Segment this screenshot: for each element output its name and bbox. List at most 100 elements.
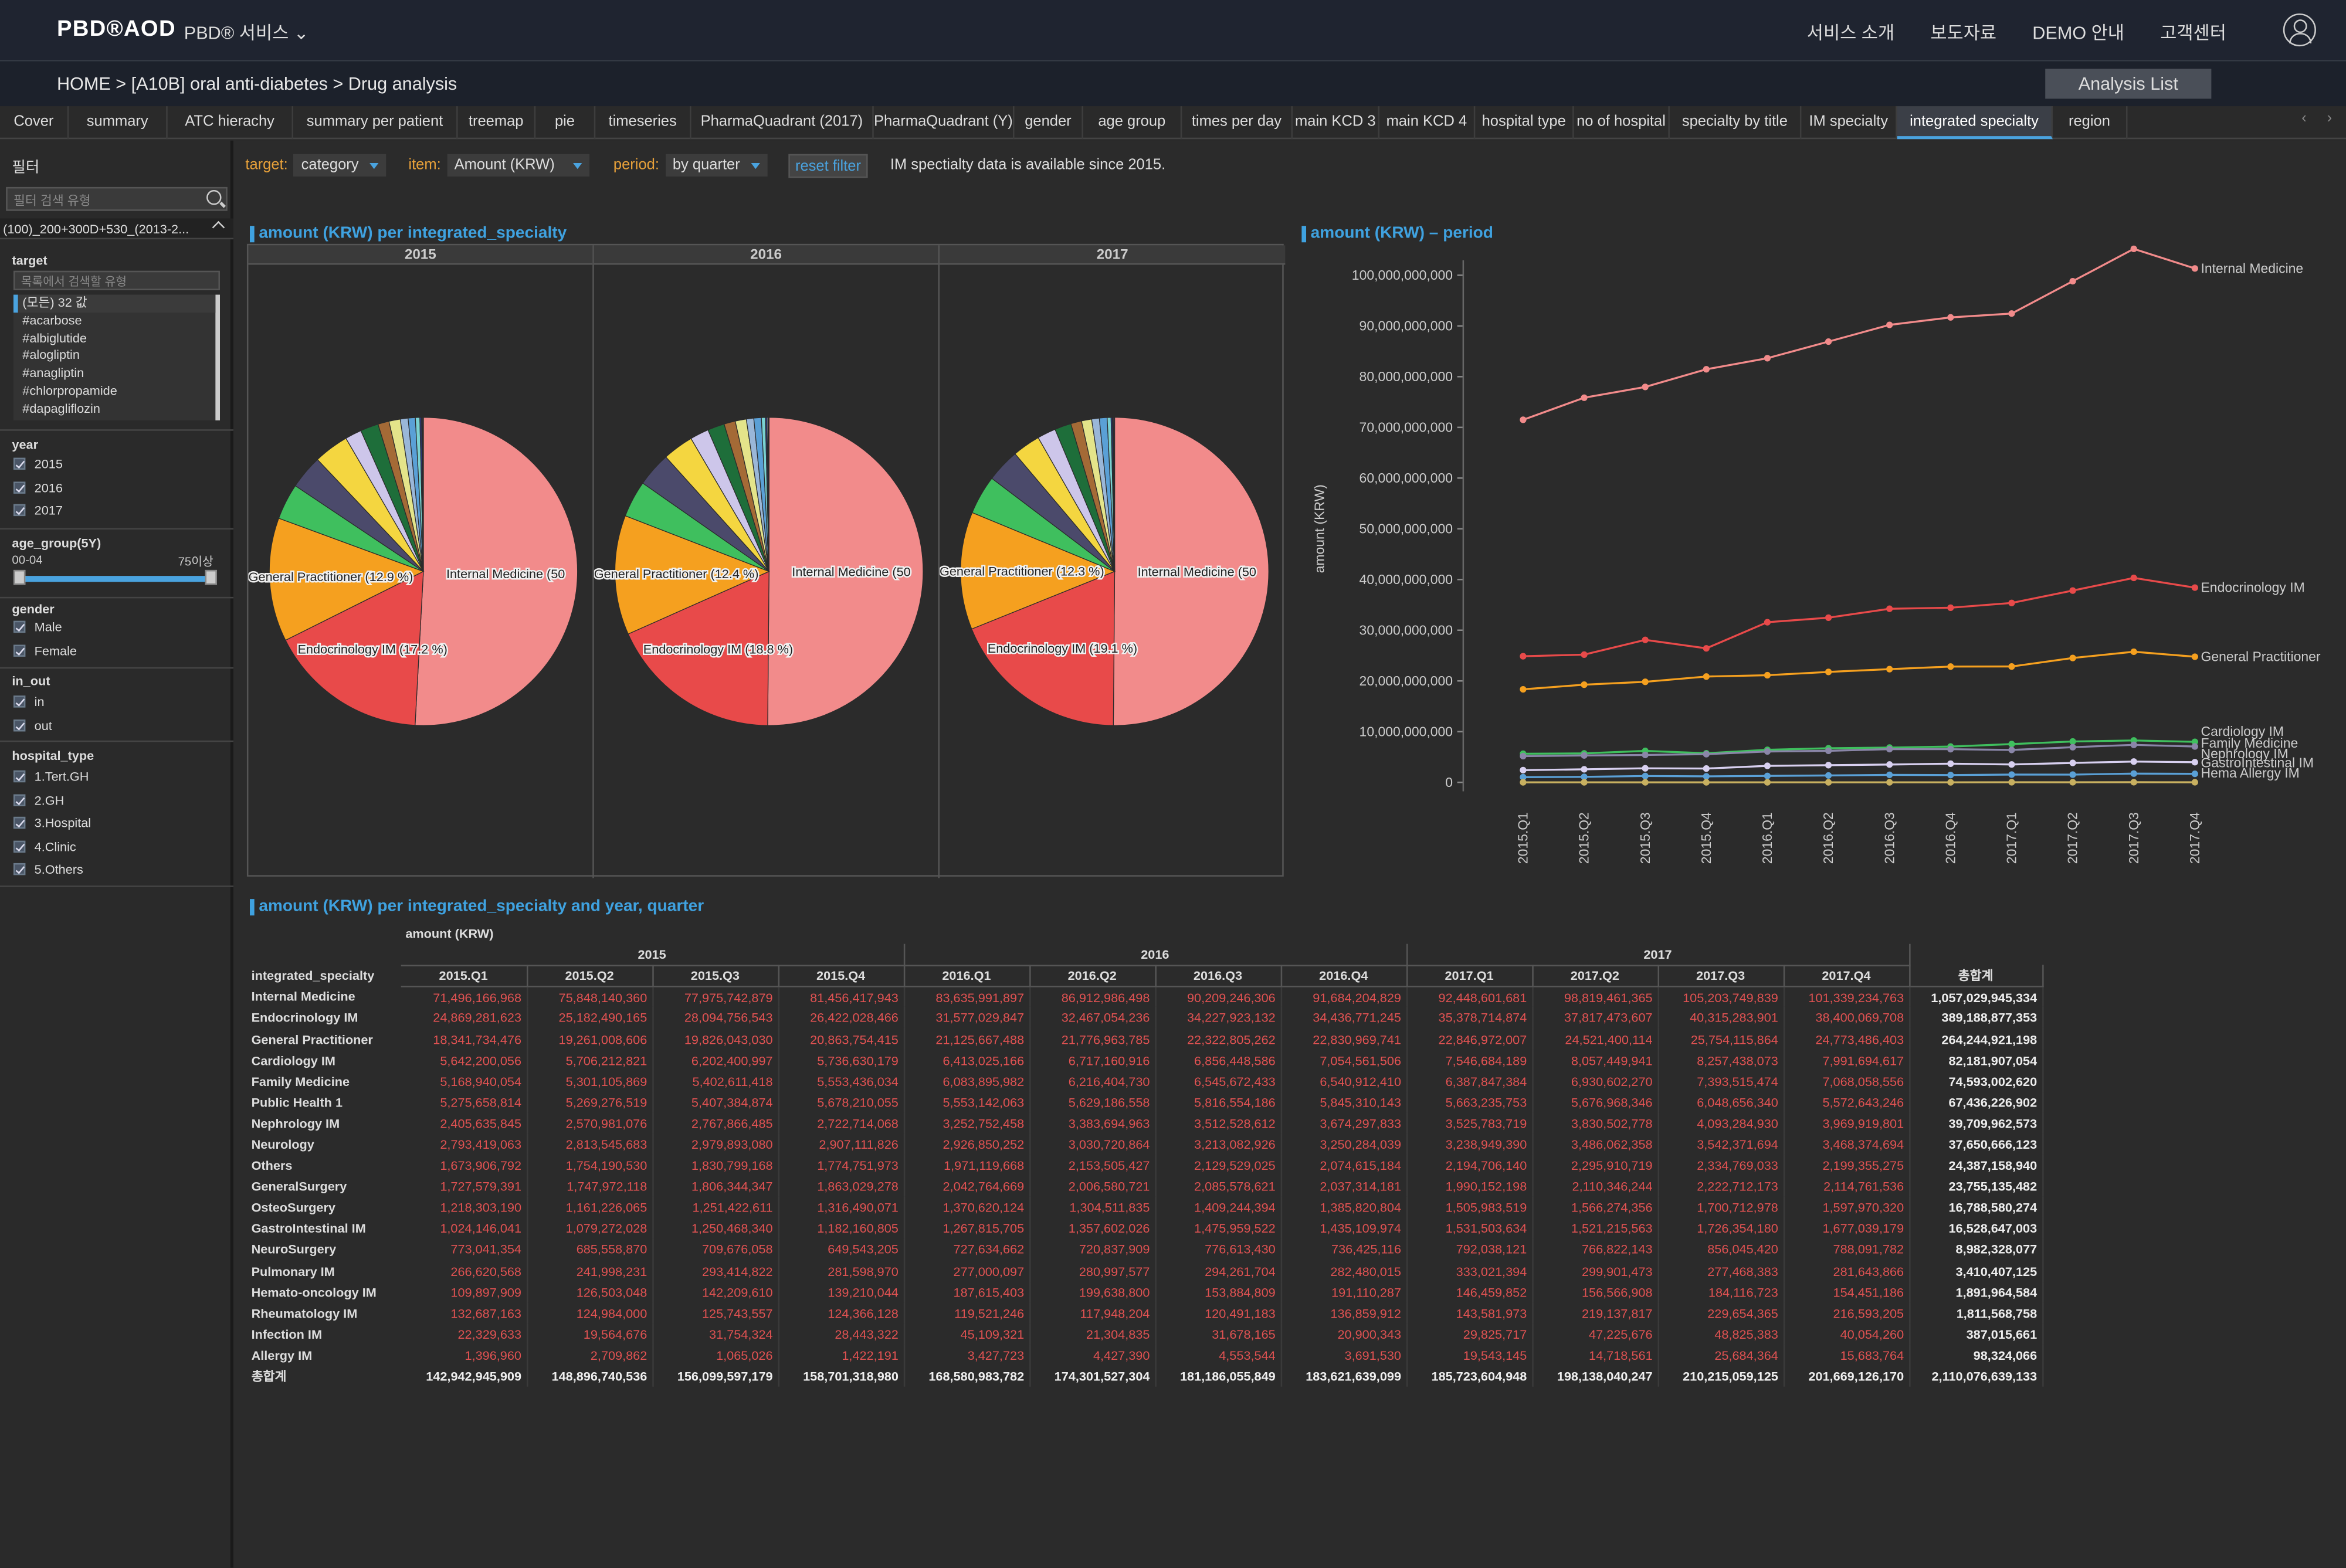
line-point[interactable] xyxy=(1642,636,1649,643)
tab-atc-hierachy[interactable]: ATC hierachy xyxy=(168,106,293,140)
line-point[interactable] xyxy=(1886,745,1893,753)
line-point[interactable] xyxy=(1825,338,1832,345)
line-point[interactable] xyxy=(2130,758,2137,765)
column-header[interactable]: 2015.Q4 xyxy=(778,965,905,987)
item-dropdown[interactable]: Amount (KRW) xyxy=(446,154,589,177)
target-list-item[interactable]: (모든) 32 값 xyxy=(13,294,216,313)
nav-link-demo[interactable]: DEMO 안내 xyxy=(2032,22,2124,43)
line-point[interactable] xyxy=(2008,599,2015,606)
line-point[interactable] xyxy=(1886,779,1893,786)
tab-scroll-right-icon[interactable]: › xyxy=(2327,110,2333,127)
gender-checkbox[interactable]: Male xyxy=(13,618,62,636)
tab-summary[interactable]: summary xyxy=(69,106,168,140)
line-point[interactable] xyxy=(1764,671,1771,679)
target-list-item[interactable]: #albiglutide xyxy=(22,330,87,345)
pie-slice[interactable] xyxy=(960,512,1116,630)
line-point[interactable] xyxy=(1703,366,1710,373)
line-point[interactable] xyxy=(2069,277,2076,285)
hospital-type-checkbox[interactable]: 4.Clinic xyxy=(13,837,76,855)
tab-integrated-specialty[interactable]: integrated specialty xyxy=(1897,106,2053,140)
tab-pharmaquadrant-y-[interactable]: PharmaQuadrant (Y) xyxy=(874,106,1015,140)
line-point[interactable] xyxy=(2191,584,2198,591)
service-menu[interactable]: PBD® 서비스 ⌄ xyxy=(184,19,309,45)
line-point[interactable] xyxy=(1825,772,1832,779)
line-point[interactable] xyxy=(2191,738,2198,745)
line-series[interactable] xyxy=(1523,744,2195,758)
line-point[interactable] xyxy=(1764,779,1771,786)
line-point[interactable] xyxy=(2191,653,2198,660)
tab-times-per-day[interactable]: times per day xyxy=(1182,106,1293,140)
line-point[interactable] xyxy=(2008,741,2015,748)
target-list-item[interactable]: #dapagliflozin xyxy=(22,401,100,416)
line-point[interactable] xyxy=(1947,745,1954,753)
tab-pie[interactable]: pie xyxy=(535,106,596,140)
line-point[interactable] xyxy=(1520,779,1527,786)
line-point[interactable] xyxy=(2008,310,2015,317)
tab-im-specialty[interactable]: IM specialty xyxy=(1801,106,1897,140)
line-point[interactable] xyxy=(1703,751,1710,758)
filter-selection[interactable]: (100)_200+300D+530_(2013-2... xyxy=(0,218,233,240)
line-point[interactable] xyxy=(1703,779,1710,786)
line-point[interactable] xyxy=(1642,678,1649,685)
column-header[interactable]: 2016.Q1 xyxy=(903,965,1030,987)
line-point[interactable] xyxy=(2069,771,2076,778)
line-point[interactable] xyxy=(1703,773,1710,780)
line-point[interactable] xyxy=(1520,653,1527,660)
line-point[interactable] xyxy=(1947,604,1954,611)
pie-slice[interactable] xyxy=(415,417,578,726)
line-series[interactable] xyxy=(1523,247,2195,421)
line-point[interactable] xyxy=(1520,766,1527,773)
logo[interactable]: PBD®AOD xyxy=(56,16,176,42)
line-series[interactable] xyxy=(1523,772,2195,778)
target-dropdown[interactable]: category xyxy=(293,154,387,177)
line-point[interactable] xyxy=(1947,772,1954,779)
line-series[interactable] xyxy=(1523,650,2195,691)
line-point[interactable] xyxy=(1825,779,1832,786)
line-point[interactable] xyxy=(1520,773,1527,780)
tab-age-group[interactable]: age group xyxy=(1083,106,1182,140)
column-header[interactable]: 2017.Q4 xyxy=(1783,965,1910,987)
pie-slice[interactable] xyxy=(614,515,770,635)
age-slider-track[interactable] xyxy=(13,576,217,582)
tab-treemap[interactable]: treemap xyxy=(458,106,536,140)
line-point[interactable] xyxy=(1581,773,1588,780)
line-point[interactable] xyxy=(1886,605,1893,612)
line-point[interactable] xyxy=(1886,666,1893,673)
period-dropdown[interactable]: by quarter xyxy=(665,154,767,177)
line-point[interactable] xyxy=(2191,779,2198,786)
column-header[interactable]: 2016.Q2 xyxy=(1029,965,1156,987)
line-point[interactable] xyxy=(1703,765,1710,772)
line-point[interactable] xyxy=(1581,779,1588,786)
line-point[interactable] xyxy=(2130,770,2137,777)
nav-link-support[interactable]: 고객센터 xyxy=(2160,22,2226,43)
year-checkbox[interactable]: 2015 xyxy=(13,455,63,473)
chevron-up-icon[interactable] xyxy=(212,220,225,234)
line-point[interactable] xyxy=(1642,779,1649,786)
filter-search-input[interactable]: 필터 검색 유형 xyxy=(6,186,228,211)
reset-filter-button[interactable]: reset filter xyxy=(788,154,868,178)
line-point[interactable] xyxy=(1764,748,1771,755)
year-checkbox[interactable]: 2016 xyxy=(13,478,63,496)
pie-slice[interactable] xyxy=(767,417,924,726)
line-point[interactable] xyxy=(1642,765,1649,772)
in-out-checkbox[interactable]: in xyxy=(13,693,45,711)
line-point[interactable] xyxy=(2130,648,2137,656)
tab-specialty-by-title[interactable]: specialty by title xyxy=(1670,106,1802,140)
line-point[interactable] xyxy=(2008,663,2015,670)
line-point[interactable] xyxy=(1642,383,1649,391)
line-point[interactable] xyxy=(1703,645,1710,652)
line-point[interactable] xyxy=(1825,668,1832,676)
line-point[interactable] xyxy=(1581,766,1588,773)
line-point[interactable] xyxy=(2191,743,2198,750)
line-point[interactable] xyxy=(1947,779,1954,786)
line-point[interactable] xyxy=(2191,759,2198,766)
tab-region[interactable]: region xyxy=(2053,106,2128,140)
column-header[interactable]: 2016.Q4 xyxy=(1280,965,1408,987)
column-header[interactable]: 2017.Q2 xyxy=(1532,965,1659,987)
pie-slice[interactable] xyxy=(269,518,425,641)
line-point[interactable] xyxy=(2069,759,2076,766)
pie-slice[interactable] xyxy=(628,571,769,726)
column-header[interactable]: 2017.Q3 xyxy=(1657,965,1785,987)
line-point[interactable] xyxy=(2130,245,2137,252)
line-point[interactable] xyxy=(1764,762,1771,769)
